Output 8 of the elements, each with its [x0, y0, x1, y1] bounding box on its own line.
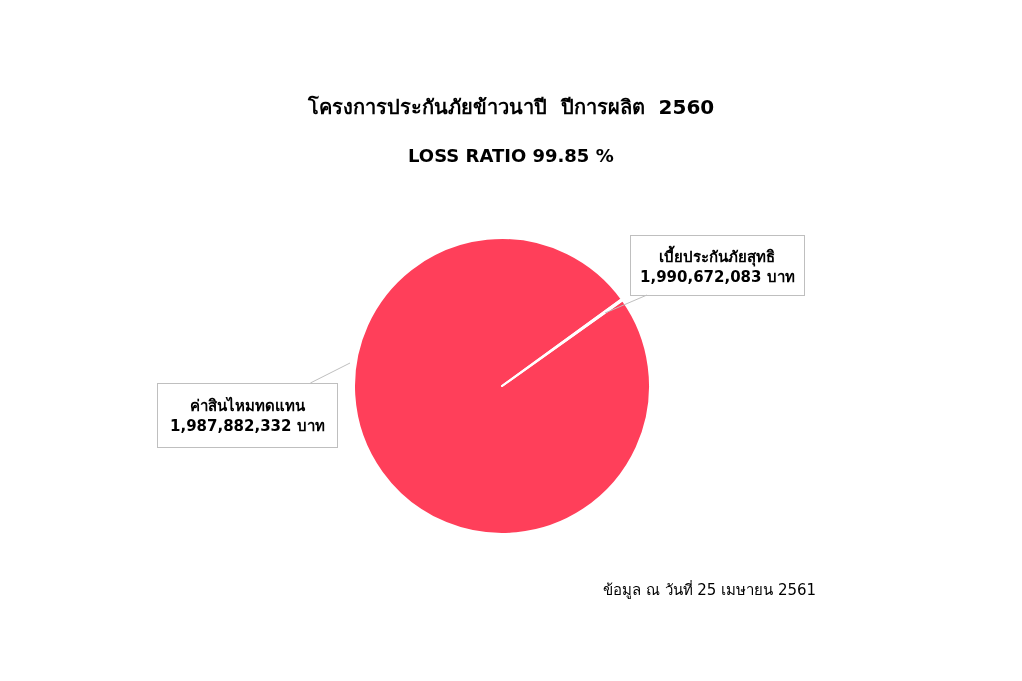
slice-label: เบี้ยประกันภัยสุทธิ: [659, 245, 776, 267]
text: 1,987,882,332 บาท: [170, 416, 325, 435]
text: 1,990,672,083 บาท: [640, 267, 795, 286]
chart-subtitle: LOSS RATIO 99.85 %: [408, 145, 614, 166]
slice-label: ค่าสินไหมทดแทน: [189, 396, 306, 415]
chart-title: โครงการประกันภัยข้าวนาปี ปีการผลิต 2560: [306, 95, 715, 119]
pie-slice: [501, 298, 624, 387]
text: ข้อมูล ณ วันที่ 25 เมษายน 2561: [603, 579, 817, 599]
